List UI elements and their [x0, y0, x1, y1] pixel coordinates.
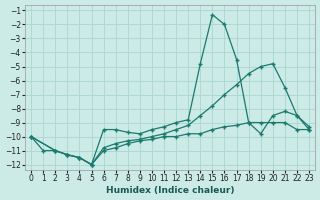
- X-axis label: Humidex (Indice chaleur): Humidex (Indice chaleur): [106, 186, 234, 195]
